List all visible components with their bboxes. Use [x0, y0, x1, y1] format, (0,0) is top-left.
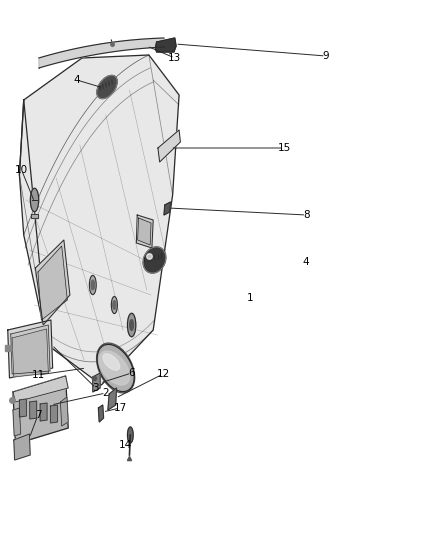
Circle shape	[30, 188, 39, 212]
Ellipse shape	[97, 75, 117, 99]
Polygon shape	[13, 376, 68, 402]
Polygon shape	[50, 405, 57, 423]
Circle shape	[89, 276, 96, 295]
Circle shape	[130, 320, 134, 330]
Circle shape	[127, 427, 133, 443]
Text: 7: 7	[35, 410, 41, 420]
Polygon shape	[11, 325, 50, 374]
Polygon shape	[12, 329, 48, 377]
Circle shape	[113, 301, 116, 309]
Text: 9: 9	[322, 51, 329, 61]
Text: 3: 3	[92, 383, 99, 393]
Polygon shape	[40, 403, 47, 421]
Text: 8: 8	[303, 210, 310, 220]
Polygon shape	[35, 240, 70, 325]
Polygon shape	[158, 130, 180, 162]
Ellipse shape	[103, 354, 120, 370]
Polygon shape	[164, 202, 170, 215]
Polygon shape	[108, 388, 117, 410]
Text: 12: 12	[156, 369, 170, 379]
Text: 4: 4	[302, 257, 309, 267]
Polygon shape	[155, 38, 176, 52]
Polygon shape	[30, 401, 37, 419]
Circle shape	[111, 296, 117, 313]
Polygon shape	[93, 373, 100, 392]
Polygon shape	[14, 434, 30, 460]
Ellipse shape	[97, 344, 134, 392]
Polygon shape	[38, 246, 67, 320]
Text: 1: 1	[247, 293, 254, 303]
Polygon shape	[13, 408, 21, 436]
Polygon shape	[138, 218, 151, 245]
Polygon shape	[60, 397, 68, 426]
Ellipse shape	[99, 351, 130, 385]
Polygon shape	[31, 214, 38, 218]
Text: 2: 2	[102, 388, 109, 398]
Text: 4: 4	[74, 75, 80, 85]
Text: 14: 14	[119, 440, 132, 450]
Text: 17: 17	[113, 403, 127, 413]
Polygon shape	[19, 55, 179, 385]
Circle shape	[91, 280, 95, 290]
Text: 6: 6	[128, 368, 135, 378]
Polygon shape	[19, 399, 26, 417]
Polygon shape	[8, 320, 53, 378]
Text: 15: 15	[277, 143, 290, 153]
Text: 13: 13	[168, 53, 181, 63]
Polygon shape	[136, 215, 153, 248]
Polygon shape	[39, 38, 164, 68]
Polygon shape	[13, 376, 68, 444]
Polygon shape	[99, 405, 103, 422]
Circle shape	[127, 313, 136, 337]
Ellipse shape	[143, 247, 166, 273]
Text: 11: 11	[32, 370, 45, 380]
Text: 10: 10	[15, 165, 28, 175]
